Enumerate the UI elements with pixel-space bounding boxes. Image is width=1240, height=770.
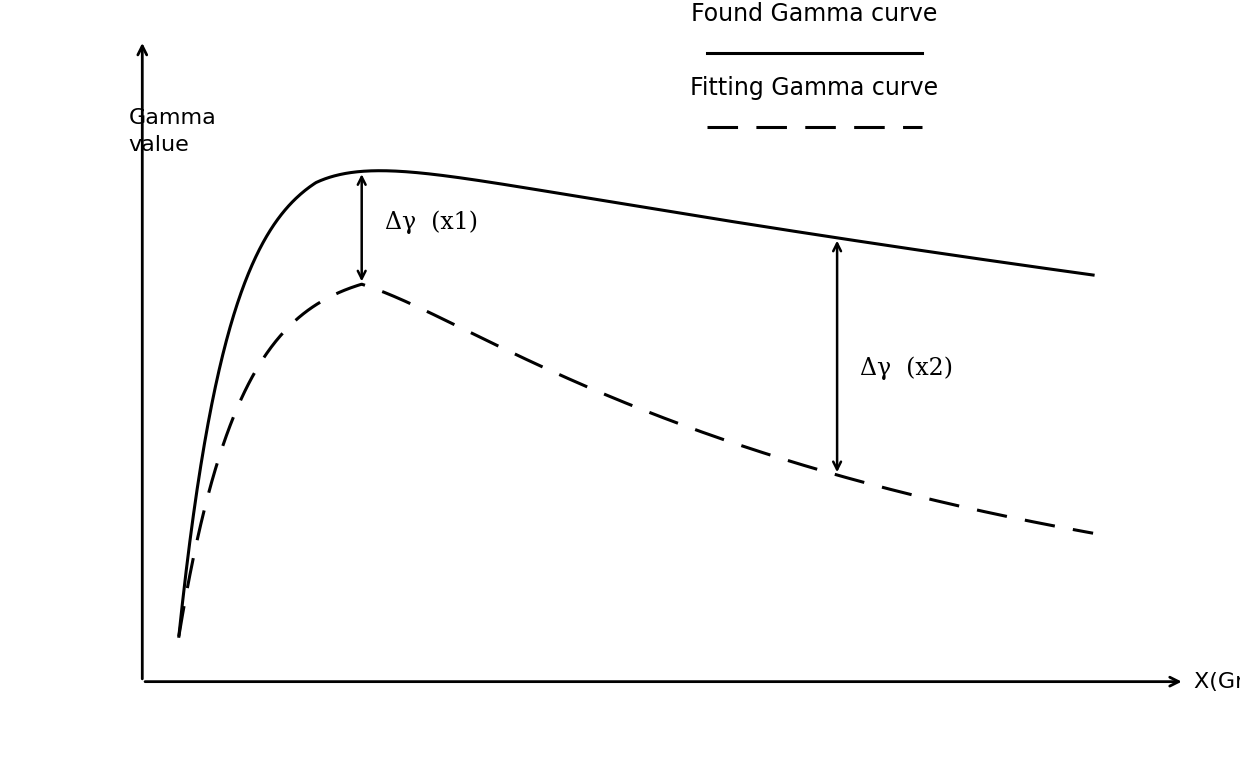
- Text: Fitting Gamma curve: Fitting Gamma curve: [691, 76, 939, 100]
- Text: Δγ  (x2): Δγ (x2): [861, 356, 954, 380]
- Text: X(Gray scale): X(Gray scale): [1194, 671, 1240, 691]
- Text: Gamma
value: Gamma value: [129, 109, 216, 155]
- Text: Δγ  (x1): Δγ (x1): [384, 210, 477, 234]
- Text: Found Gamma curve: Found Gamma curve: [691, 2, 937, 26]
